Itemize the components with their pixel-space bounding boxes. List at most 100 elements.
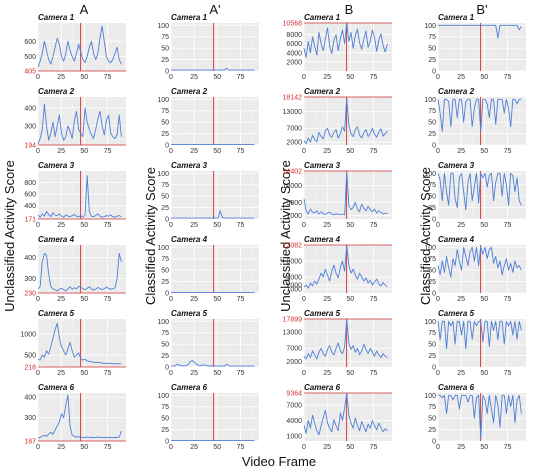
reference-label: 18142 xyxy=(283,95,303,102)
x-tick-label: 50 xyxy=(80,296,88,303)
plot-background xyxy=(38,393,126,441)
y-tick-label: 7000 xyxy=(286,346,302,353)
plot-background xyxy=(38,23,126,71)
x-tick-label: 50 xyxy=(80,444,88,451)
y-tick-label: 100 xyxy=(424,23,436,30)
x-tick-label: 75 xyxy=(370,74,378,81)
panel-a-camera-4: Camera 4 230 400 300 0 25 50 75 xyxy=(24,235,126,303)
x-tick-label: 0 xyxy=(36,296,40,303)
x-tick-label: 50 xyxy=(80,222,88,229)
y-tick-label: 25 xyxy=(428,353,436,360)
y-tick-label: 500 xyxy=(24,353,36,360)
series-line xyxy=(171,210,255,219)
y-tick-label: 75 xyxy=(428,404,436,411)
x-tick-label: 50 xyxy=(346,148,354,155)
reference-label: 14402 xyxy=(283,169,303,176)
y-tick-label: 100 xyxy=(157,319,169,326)
series-line xyxy=(437,172,522,211)
y-tick-label: 0 xyxy=(432,291,436,298)
panel-title: Camera 5 xyxy=(304,309,341,318)
y-tick-label: 75 xyxy=(428,182,436,189)
reference-label: 194 xyxy=(24,143,36,150)
y-tick-label: 50 xyxy=(161,120,169,127)
x-tick-label: 75 xyxy=(504,296,512,303)
series-line xyxy=(37,175,122,218)
y-tick-label: 100 xyxy=(157,171,169,178)
y-tick-label: 4000 xyxy=(286,275,302,282)
y-axis-label-1: Unclassified Activity Score xyxy=(2,160,17,312)
panel-title: Camera 6 xyxy=(438,383,475,392)
x-tick-label: 0 xyxy=(302,148,306,155)
x-tick-label: 75 xyxy=(237,444,245,451)
x-tick-label: 0 xyxy=(36,222,40,229)
y-tick-label: 25 xyxy=(161,131,169,138)
y-tick-label: 13000 xyxy=(283,330,303,337)
y-tick-label: 100 xyxy=(157,23,169,30)
x-tick-label: 25 xyxy=(57,74,65,81)
series-line xyxy=(37,25,122,68)
x-tick-label: 75 xyxy=(104,370,112,377)
x-tick-label: 0 xyxy=(36,148,40,155)
y-tick-label: 50 xyxy=(428,120,436,127)
plot-background xyxy=(171,393,259,441)
x-tick-label: 25 xyxy=(323,444,331,451)
x-tick-label: 25 xyxy=(457,222,465,229)
x-tick-label: 25 xyxy=(190,370,198,377)
x-tick-label: 25 xyxy=(190,444,198,451)
series-line xyxy=(438,24,522,39)
x-tick-label: 25 xyxy=(57,444,65,451)
y-tick-label: 100 xyxy=(157,393,169,400)
y-tick-label: 0 xyxy=(165,291,169,298)
x-tick-label: 25 xyxy=(457,74,465,81)
x-tick-label: 75 xyxy=(504,444,512,451)
panel-title: Camera 3 xyxy=(438,161,475,170)
plot-background xyxy=(171,171,259,219)
reference-label: 17899 xyxy=(283,317,303,324)
y-tick-label: 50 xyxy=(428,46,436,53)
y-tick-label: 25 xyxy=(161,205,169,212)
series-line xyxy=(303,98,388,145)
y-tick-label: 100 xyxy=(424,319,436,326)
series-line xyxy=(303,244,388,289)
panel-title: Camera 1 xyxy=(438,13,475,22)
x-tick-label: 75 xyxy=(504,222,512,229)
y-tick-label: 1000 xyxy=(20,331,36,338)
x-tick-label: 0 xyxy=(436,444,440,451)
x-tick-label: 25 xyxy=(57,296,65,303)
y-tick-label: 0 xyxy=(165,143,169,150)
axis-labels: Video Frame Unclassified Activity Score Cl… xyxy=(2,160,433,469)
y-tick-label: 0 xyxy=(165,365,169,372)
x-tick-label: 75 xyxy=(370,444,378,451)
y-tick-label: 25 xyxy=(428,205,436,212)
panel-a-camera-6: Camera 6 187 400 300 0 25 50 75 xyxy=(24,383,126,451)
y-tick-label: 25 xyxy=(161,279,169,286)
column-header-b: B xyxy=(345,2,354,17)
panel-title: Camera 1 xyxy=(171,13,208,22)
y-tick-label: 300 xyxy=(24,276,36,283)
plot-background xyxy=(171,319,259,367)
y-tick-label: 75 xyxy=(161,330,169,337)
y-tick-label: 400 xyxy=(24,203,36,210)
y-tick-label: 1000 xyxy=(286,433,302,440)
series-line xyxy=(37,394,122,439)
panel-title: Camera 1 xyxy=(304,13,341,22)
y-tick-label: 25 xyxy=(428,427,436,434)
panel-title: Camera 1 xyxy=(38,13,75,22)
plot-background xyxy=(304,245,392,293)
x-tick-label: 25 xyxy=(457,370,465,377)
y-tick-label: 800 xyxy=(24,180,36,187)
y-tick-label: 8000 xyxy=(286,259,302,266)
plot-background xyxy=(438,319,526,367)
y-tick-label: 25 xyxy=(161,353,169,360)
y-tick-label: 7000 xyxy=(286,403,302,410)
panel-a-camera-5: Camera 5 218 1000 500 0 25 50 75 xyxy=(20,309,126,377)
x-tick-label: 50 xyxy=(80,148,88,155)
panel-title: Camera 2 xyxy=(304,87,341,96)
